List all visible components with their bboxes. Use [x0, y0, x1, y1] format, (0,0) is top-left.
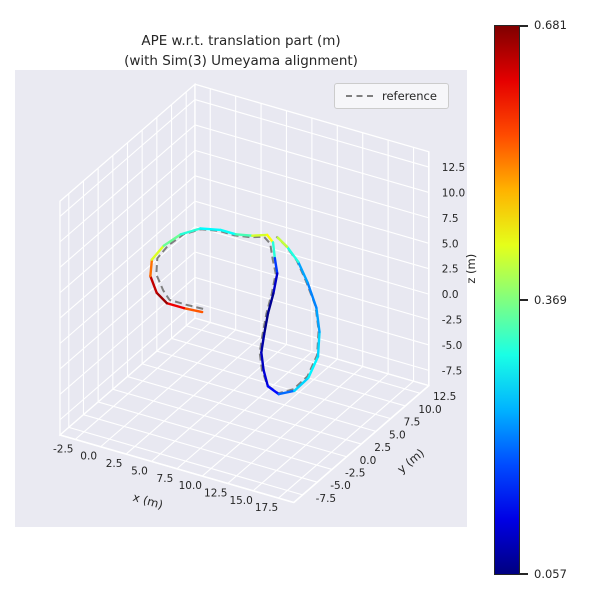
estimate-trajectory-segment [297, 260, 309, 284]
grid-line [278, 380, 414, 499]
y-tick-label: 5.0 [389, 429, 406, 441]
axis-spine [293, 384, 430, 504]
estimate-trajectory-segment [251, 233, 269, 237]
z-tick-label: 12.5 [442, 162, 465, 174]
x-tick-label: 7.5 [157, 473, 174, 485]
estimate-trajectory-segment [234, 233, 254, 237]
z-tick-label: -5.0 [442, 340, 463, 352]
y-tick-label: 2.5 [374, 442, 391, 454]
colorbar-tick-middle [520, 299, 528, 301]
x-tick-label: 0.0 [80, 451, 97, 463]
estimate-trajectory-segment [162, 233, 182, 247]
x-tick-label: 10.0 [179, 480, 202, 492]
estimate-trajectory-segment [271, 241, 277, 260]
chart-title: APE w.r.t. translation part (m) (with Si… [15, 31, 467, 72]
grid-line [59, 302, 196, 421]
y-tick-label: -5.0 [330, 480, 351, 492]
grid-line [176, 351, 313, 470]
z-tick-label: 10.0 [442, 187, 465, 199]
estimate-trajectory-segment [307, 355, 320, 380]
z-tick-label: 5.0 [442, 238, 459, 250]
estimate-trajectory-segment [262, 368, 270, 388]
estimate-trajectory-segment [272, 272, 279, 295]
z-tick-label: 0.0 [442, 289, 459, 301]
x-axis-label: x (m) [131, 490, 164, 512]
grid-line [252, 373, 389, 492]
estimate-trajectory-segment [260, 333, 266, 354]
colorbar-label-max: 0.681 [534, 18, 567, 32]
estimate-trajectory-segment [276, 236, 289, 248]
estimate-trajectory-segment [285, 245, 300, 264]
estimate-trajectory-segment [149, 258, 154, 278]
grid-line [201, 358, 338, 477]
chart-title-line2: (with Sim(3) Umeyama alignment) [124, 53, 358, 70]
estimate-trajectory-segment [155, 291, 169, 305]
estimate-trajectory-segment [277, 389, 296, 396]
legend: reference [334, 83, 449, 109]
y-tick-label: 10.0 [418, 404, 441, 416]
x-tick-label: 12.5 [204, 487, 227, 499]
y-axis-label: y (m) [394, 446, 426, 476]
z-tick-label: 7.5 [442, 213, 459, 225]
grid-line [227, 366, 364, 484]
reference-line-sample-icon [346, 95, 373, 97]
z-axis-label: z (m) [464, 254, 478, 284]
y-tick-label: -2.5 [345, 467, 366, 479]
grid-line [59, 149, 196, 268]
estimate-trajectory-segment [179, 227, 202, 236]
estimate-trajectory-segment [219, 228, 238, 236]
x-tick-label: 15.0 [229, 495, 252, 507]
y-tick-label: 0.0 [360, 455, 377, 467]
estimate-trajectory-segment [199, 227, 222, 232]
estimate-trajectory-segment [266, 233, 275, 244]
chart-title-line1: APE w.r.t. translation part (m) [141, 33, 341, 49]
estimate-trajectory-segment [149, 274, 158, 295]
colorbar-tick-bottom [520, 573, 528, 575]
grid-line [125, 336, 262, 455]
estimate-trajectory-segment [260, 351, 265, 372]
colorbar-label-mid: 0.369 [534, 293, 567, 307]
colorbar-label-min: 0.057 [534, 567, 567, 581]
z-tick-label: -2.5 [442, 315, 463, 327]
estimate-trajectory-segment [150, 244, 165, 261]
y-tick-label: 12.5 [433, 391, 456, 403]
z-tick-label: 2.5 [442, 264, 459, 276]
x-tick-label: 5.0 [131, 465, 148, 477]
estimate-trajectory-segment [266, 385, 280, 396]
y-tick-label: 7.5 [404, 417, 421, 429]
colorbar [494, 25, 528, 575]
grid-line [59, 200, 196, 319]
estimate-trajectory-segment [316, 330, 321, 358]
estimate-trajectory-segment [266, 292, 275, 315]
grid-line [74, 322, 211, 440]
estimate-trajectory-segment [293, 376, 310, 393]
y-tick-label: -7.5 [316, 493, 337, 505]
axis-spine [59, 434, 295, 504]
grid-line [59, 175, 196, 294]
colorbar-tick-top [520, 25, 528, 27]
x-tick-label: 17.5 [255, 502, 278, 514]
estimate-trajectory-segment [262, 312, 270, 336]
grid-line [100, 329, 237, 448]
legend-label-reference: reference [382, 89, 437, 103]
grid-line [59, 251, 196, 370]
grid-line [59, 99, 196, 217]
estimate-trajectory-segment [315, 306, 321, 334]
estimate-trajectory-segment [273, 256, 279, 275]
estimate-trajectory-segment [165, 302, 186, 310]
estimate-trajectory-segment [182, 306, 204, 314]
x-tick-label: 2.5 [106, 458, 123, 470]
grid-line [59, 277, 196, 395]
grid-line [59, 124, 196, 243]
z-tick-label: -7.5 [442, 365, 463, 377]
estimate-trajectory-segment [306, 281, 318, 309]
x-tick-label: -2.5 [53, 443, 74, 455]
grid-line [59, 226, 196, 344]
